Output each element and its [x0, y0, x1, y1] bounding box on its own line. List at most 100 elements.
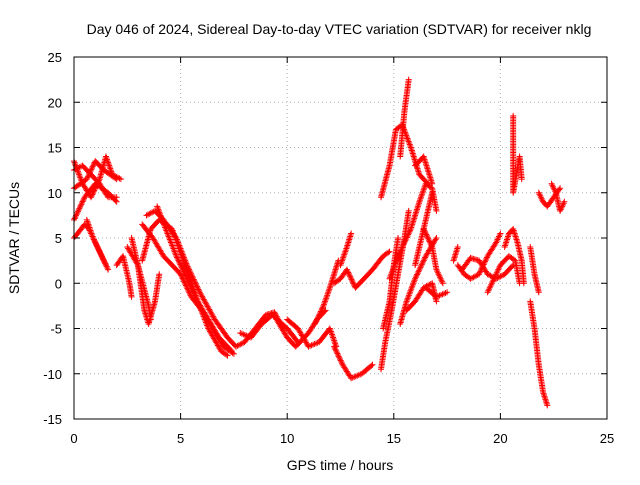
data-point [424, 234, 431, 241]
data-point [481, 258, 488, 265]
data-point [335, 353, 342, 360]
data-point [179, 267, 186, 274]
data-point [113, 194, 120, 201]
data-point [96, 247, 103, 254]
data-point [444, 289, 451, 296]
x-tick-label: 15 [387, 431, 401, 446]
y-tick-label: 25 [48, 50, 62, 65]
series-track-ap [548, 180, 568, 214]
data-point [476, 271, 483, 278]
data-point [557, 185, 564, 192]
series-track-y [397, 76, 412, 160]
data-point [186, 281, 193, 288]
data-point [398, 245, 405, 252]
data-point [88, 194, 95, 201]
data-point [98, 251, 105, 258]
data-point [196, 287, 203, 294]
data-point [79, 198, 86, 205]
data-point [331, 343, 338, 350]
data-point [414, 270, 421, 277]
data-point [401, 238, 408, 245]
data-point [192, 294, 199, 301]
data-point [544, 402, 551, 409]
data-point [345, 270, 352, 277]
data-point [174, 254, 181, 261]
data-point [412, 274, 419, 281]
data-point [349, 279, 356, 286]
data-point [561, 198, 568, 205]
data-point [417, 264, 424, 271]
data-point [518, 176, 525, 183]
data-point [312, 319, 319, 326]
data-point [385, 249, 392, 256]
data-point [72, 214, 79, 221]
data-point [405, 230, 412, 237]
data-point [509, 263, 516, 270]
data-point [425, 237, 432, 244]
data-point [421, 255, 428, 262]
series-track-g [113, 253, 135, 300]
data-point [348, 230, 355, 237]
data-point [346, 272, 353, 279]
data-point [87, 169, 94, 176]
data-point [186, 267, 193, 274]
data-point [420, 257, 427, 264]
chart-title: Day 046 of 2024, Sidereal Day-to-day VTE… [87, 21, 592, 37]
data-point [423, 232, 430, 239]
data-point [407, 227, 414, 234]
y-tick-label: 10 [48, 186, 62, 201]
data-point [422, 230, 429, 237]
series-track-af [422, 284, 451, 300]
data-point [535, 289, 542, 296]
data-point [476, 269, 483, 276]
data-point [418, 261, 425, 268]
data-point [317, 309, 324, 316]
data-point [397, 247, 404, 254]
series-track-ac [412, 189, 436, 269]
data-point [405, 231, 412, 238]
series-track-an [527, 244, 542, 296]
data-point [88, 192, 95, 199]
data-point [454, 244, 461, 251]
data-point [85, 173, 92, 180]
data-point [90, 162, 97, 169]
data-point [429, 180, 436, 187]
data-point [395, 251, 402, 258]
data-point [368, 362, 375, 369]
series-track-q [284, 316, 340, 350]
data-point [192, 279, 199, 286]
data-point [179, 265, 186, 272]
data-point [84, 174, 91, 181]
data-point [347, 275, 354, 282]
data-point [402, 237, 409, 244]
series-track-f [83, 216, 112, 273]
data-point [105, 266, 112, 273]
x-tick-label: 5 [177, 431, 184, 446]
data-point [89, 163, 96, 170]
data-point [189, 273, 196, 280]
data-point [189, 287, 196, 294]
y-tick-label: -15 [43, 412, 62, 427]
data-point [187, 284, 194, 291]
y-tick-label: 5 [55, 231, 62, 246]
data-point [224, 352, 231, 359]
data-point [188, 272, 195, 279]
data-point [395, 253, 402, 260]
series-track-l [154, 203, 231, 359]
data-point [427, 241, 434, 248]
data-point [187, 282, 194, 289]
data-point [399, 244, 406, 251]
data-point [181, 271, 188, 278]
series-track-am [527, 298, 551, 409]
series-track-k [143, 207, 231, 341]
data-point [315, 314, 322, 321]
data-point [185, 279, 192, 286]
data-point [74, 208, 81, 215]
data-point [156, 271, 163, 278]
data-point [183, 275, 190, 282]
data-point [403, 234, 410, 241]
data-point [195, 286, 202, 293]
data-point [227, 346, 234, 353]
